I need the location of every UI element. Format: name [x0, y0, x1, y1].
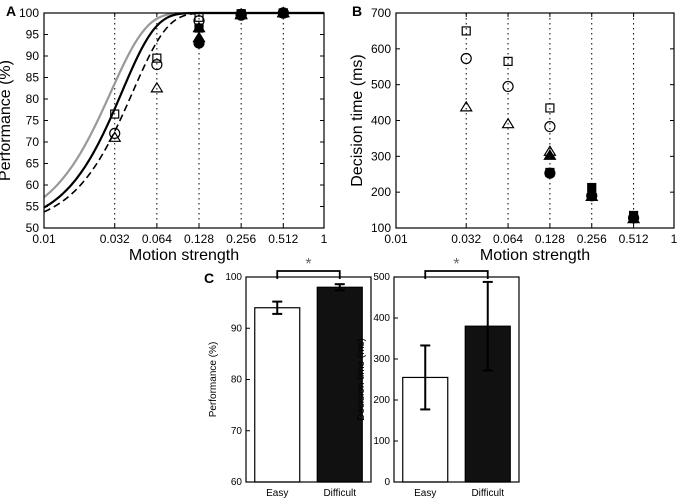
filled-circle-marker [193, 37, 205, 49]
x-tick-label: 0.064 [493, 232, 523, 246]
x-tick-label: 0.032 [100, 232, 130, 246]
category-label: Difficult [471, 488, 504, 499]
x-tick-label: 0.01 [32, 232, 56, 246]
y-axis-label: Decision time (ms) [349, 54, 366, 186]
y-tick-label: 200 [371, 185, 391, 199]
y-tick-label: 50 [26, 221, 40, 235]
panel-letter-a: A [6, 3, 16, 19]
circle-marker [502, 80, 514, 93]
y-tick-label: 65 [26, 157, 40, 171]
x-tick-label: 0.064 [142, 232, 172, 246]
y-tick-label: 700 [371, 6, 391, 20]
y-axis-label: Decision time (ms) [356, 338, 367, 421]
x-tick-label: 1 [321, 232, 328, 246]
y-tick-label: 60 [26, 178, 40, 192]
y-tick-label: 80 [26, 92, 40, 106]
panel-b-decision-time-chart: 0.01 0.032 0.064 0.128 0.256 0.512 1 100 200 300 4… [349, 6, 678, 264]
triangle-marker [150, 81, 164, 93]
triangle-marker [501, 117, 515, 129]
filled-circle-marker [586, 190, 598, 202]
x-tick-label: 0.128 [184, 232, 214, 246]
x-tick-label: 0.512 [619, 232, 649, 246]
y-tick-label: 95 [26, 28, 40, 42]
y-tick-label: 85 [26, 71, 40, 85]
y-tick-label: 90 [231, 323, 243, 334]
y-tick-label: 70 [231, 426, 243, 437]
y-tick-label: 55 [26, 200, 40, 214]
y-tick-label: 60 [231, 477, 243, 488]
significance-star: * [453, 256, 459, 273]
circle-marker [460, 52, 472, 65]
significance-bracket [276, 270, 341, 279]
dashed-fit-curve [43, 12, 324, 213]
x-axis-label: Motion strength [480, 247, 590, 264]
filled-square-marker [587, 182, 597, 193]
panel-c-decision-time-bars: Easy Difficult 0 100 200 300 400 500 * Decision t… [356, 256, 520, 499]
y-tick-label: 100 [19, 6, 39, 20]
category-label: Easy [266, 488, 288, 499]
y-tick-label: 100 [225, 272, 242, 283]
y-tick-label: 400 [371, 114, 391, 128]
panel-a-performance-chart: 0.01 0.032 0.064 0.128 0.256 0.512 1 50 55 60 65 70… [0, 6, 328, 264]
black-fit-curve [43, 11, 324, 209]
category-label: Difficult [323, 488, 356, 499]
y-tick-label: 600 [371, 42, 391, 56]
x-tick-label: 0.128 [535, 232, 565, 246]
axes-frame [43, 12, 325, 229]
filled-triangle-marker [543, 149, 557, 160]
square-marker [503, 56, 513, 66]
filled-square-marker [545, 167, 555, 178]
filled-square-marker [194, 23, 204, 33]
x-tick-label: 0.512 [268, 232, 298, 246]
circle-marker [544, 120, 556, 133]
triangle-marker [459, 100, 473, 112]
square-marker [545, 103, 555, 113]
y-axis-label: Performance (%) [208, 342, 219, 418]
y-tick-label: 90 [26, 49, 40, 63]
significance-star: * [305, 256, 311, 273]
category-label: Easy [414, 488, 436, 499]
panel-letter-c: C [204, 270, 214, 286]
y-tick-label: 500 [371, 78, 391, 92]
y-tick-label: 100 [373, 436, 390, 447]
square-marker [152, 53, 162, 63]
y-tick-label: 400 [373, 313, 390, 324]
x-axis-label: Motion strength [129, 247, 239, 264]
axes-frame [393, 276, 520, 483]
square-marker [461, 26, 471, 36]
y-tick-label: 300 [371, 149, 391, 163]
circle-marker [151, 58, 163, 71]
axes-frame [395, 12, 675, 229]
panel-letter-b: B [352, 3, 362, 19]
x-tick-label: 0.256 [577, 232, 607, 246]
x-tick-label: 0.256 [226, 232, 256, 246]
triangle-marker [108, 131, 122, 142]
y-tick-label: 80 [231, 375, 243, 386]
y-tick-label: 75 [26, 114, 40, 128]
x-tick-label: 0.01 [384, 232, 408, 246]
y-tick-label: 0 [384, 477, 390, 488]
y-tick-label: 300 [373, 354, 390, 365]
gray-fit-curve [43, 11, 324, 199]
y-tick-label: 70 [26, 135, 40, 149]
significance-bracket [424, 270, 489, 279]
panel-c-performance-bars: Easy Difficult 60 70 80 90 100 * Performance (%) [208, 256, 372, 499]
square-marker [110, 109, 120, 119]
x-tick-label: 0.032 [451, 232, 481, 246]
y-tick-label: 200 [373, 395, 390, 406]
bar-easy [254, 307, 301, 483]
x-tick-label: 1 [671, 232, 678, 246]
filled-square-marker [628, 210, 639, 221]
y-tick-label: 100 [371, 221, 391, 235]
circle-marker [109, 127, 121, 139]
y-tick-label: 500 [373, 272, 390, 283]
y-axis-label: Performance (%) [0, 60, 14, 181]
